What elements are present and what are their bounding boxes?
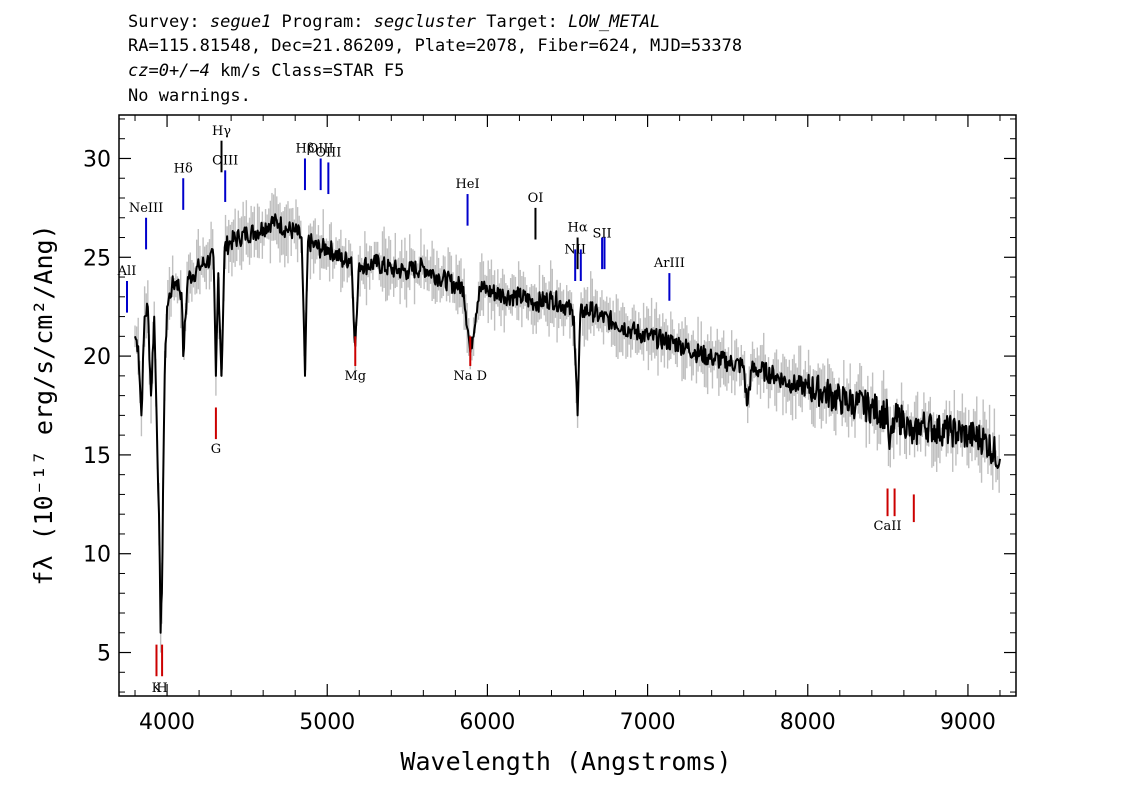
- header-line-redshift: cz=0+/−4 km/s Class=STAR F5: [128, 60, 404, 82]
- survey-value: segue1: [209, 12, 272, 32]
- header-line-coordinates: RA=115.81548, Dec=21.86209, Plate=2078, …: [128, 36, 743, 56]
- y-tick-label: 30: [83, 147, 111, 172]
- cz-value: cz=0+/−4: [128, 61, 210, 81]
- line-marker-label: NII: [564, 242, 586, 257]
- line-marker-label: OI: [528, 191, 544, 206]
- class-value: km/s Class=STAR F5: [209, 61, 405, 81]
- x-tick-label: 4000: [139, 710, 195, 735]
- y-tick-label: 10: [83, 543, 111, 568]
- program-key: Program:: [271, 12, 374, 32]
- line-marker-label: CaII: [874, 519, 902, 534]
- flux-line: [134, 213, 1001, 634]
- survey-key: Survey:: [128, 12, 210, 32]
- line-marker-label: ArIII: [653, 256, 685, 271]
- x-tick-label: 9000: [940, 710, 996, 735]
- line-marker-label: K: [152, 681, 162, 696]
- target-key: Target:: [476, 12, 569, 32]
- line-marker-label: OIII: [212, 153, 238, 168]
- line-marker-label: Hβ: [296, 142, 315, 157]
- line-marker-label: NeIII: [129, 201, 163, 216]
- line-marker-label: G: [211, 442, 221, 457]
- y-tick-label: 5: [97, 642, 111, 667]
- y-tick-label: 15: [83, 444, 111, 469]
- line-marker-label: HeI: [455, 177, 479, 192]
- x-tick-label: 8000: [780, 710, 836, 735]
- line-marker-label: Hα: [568, 221, 588, 236]
- header-line-survey: Survey: segue1 Program: segcluster Targe…: [128, 11, 660, 33]
- line-marker-label: Mg: [344, 369, 366, 384]
- x-tick-label: 5000: [299, 710, 355, 735]
- line-marker-label: SII: [593, 227, 612, 242]
- line-marker-label: AlI: [117, 264, 137, 279]
- y-axis-label: fλ (10⁻¹⁷ erg/s/cm²/Ang): [29, 224, 58, 585]
- line-marker-label: OIII: [315, 146, 341, 161]
- flux-series: [134, 213, 1001, 634]
- y-tick-label: 25: [83, 246, 111, 271]
- line-marker-label: Na D: [453, 369, 487, 384]
- line-marker-label: Hγ: [212, 124, 231, 139]
- plot-frame: [118, 114, 1017, 697]
- header-line-warnings: No warnings.: [128, 86, 251, 106]
- line-marker-label: Hδ: [174, 161, 193, 176]
- program-value: segcluster: [373, 12, 477, 32]
- line-marker-label: H: [156, 681, 167, 696]
- target-value: LOW_METAL: [568, 12, 661, 32]
- y-tick-label: 20: [83, 345, 111, 370]
- x-tick-label: 7000: [620, 710, 676, 735]
- x-tick-label: 6000: [459, 710, 515, 735]
- line-marker-label: OIII: [308, 142, 334, 157]
- x-axis-label: Wavelength (Angstroms): [400, 747, 731, 776]
- axes: 4000 5000 6000 7000 8000 9000 5 10 15 20 25 30: [83, 115, 1016, 735]
